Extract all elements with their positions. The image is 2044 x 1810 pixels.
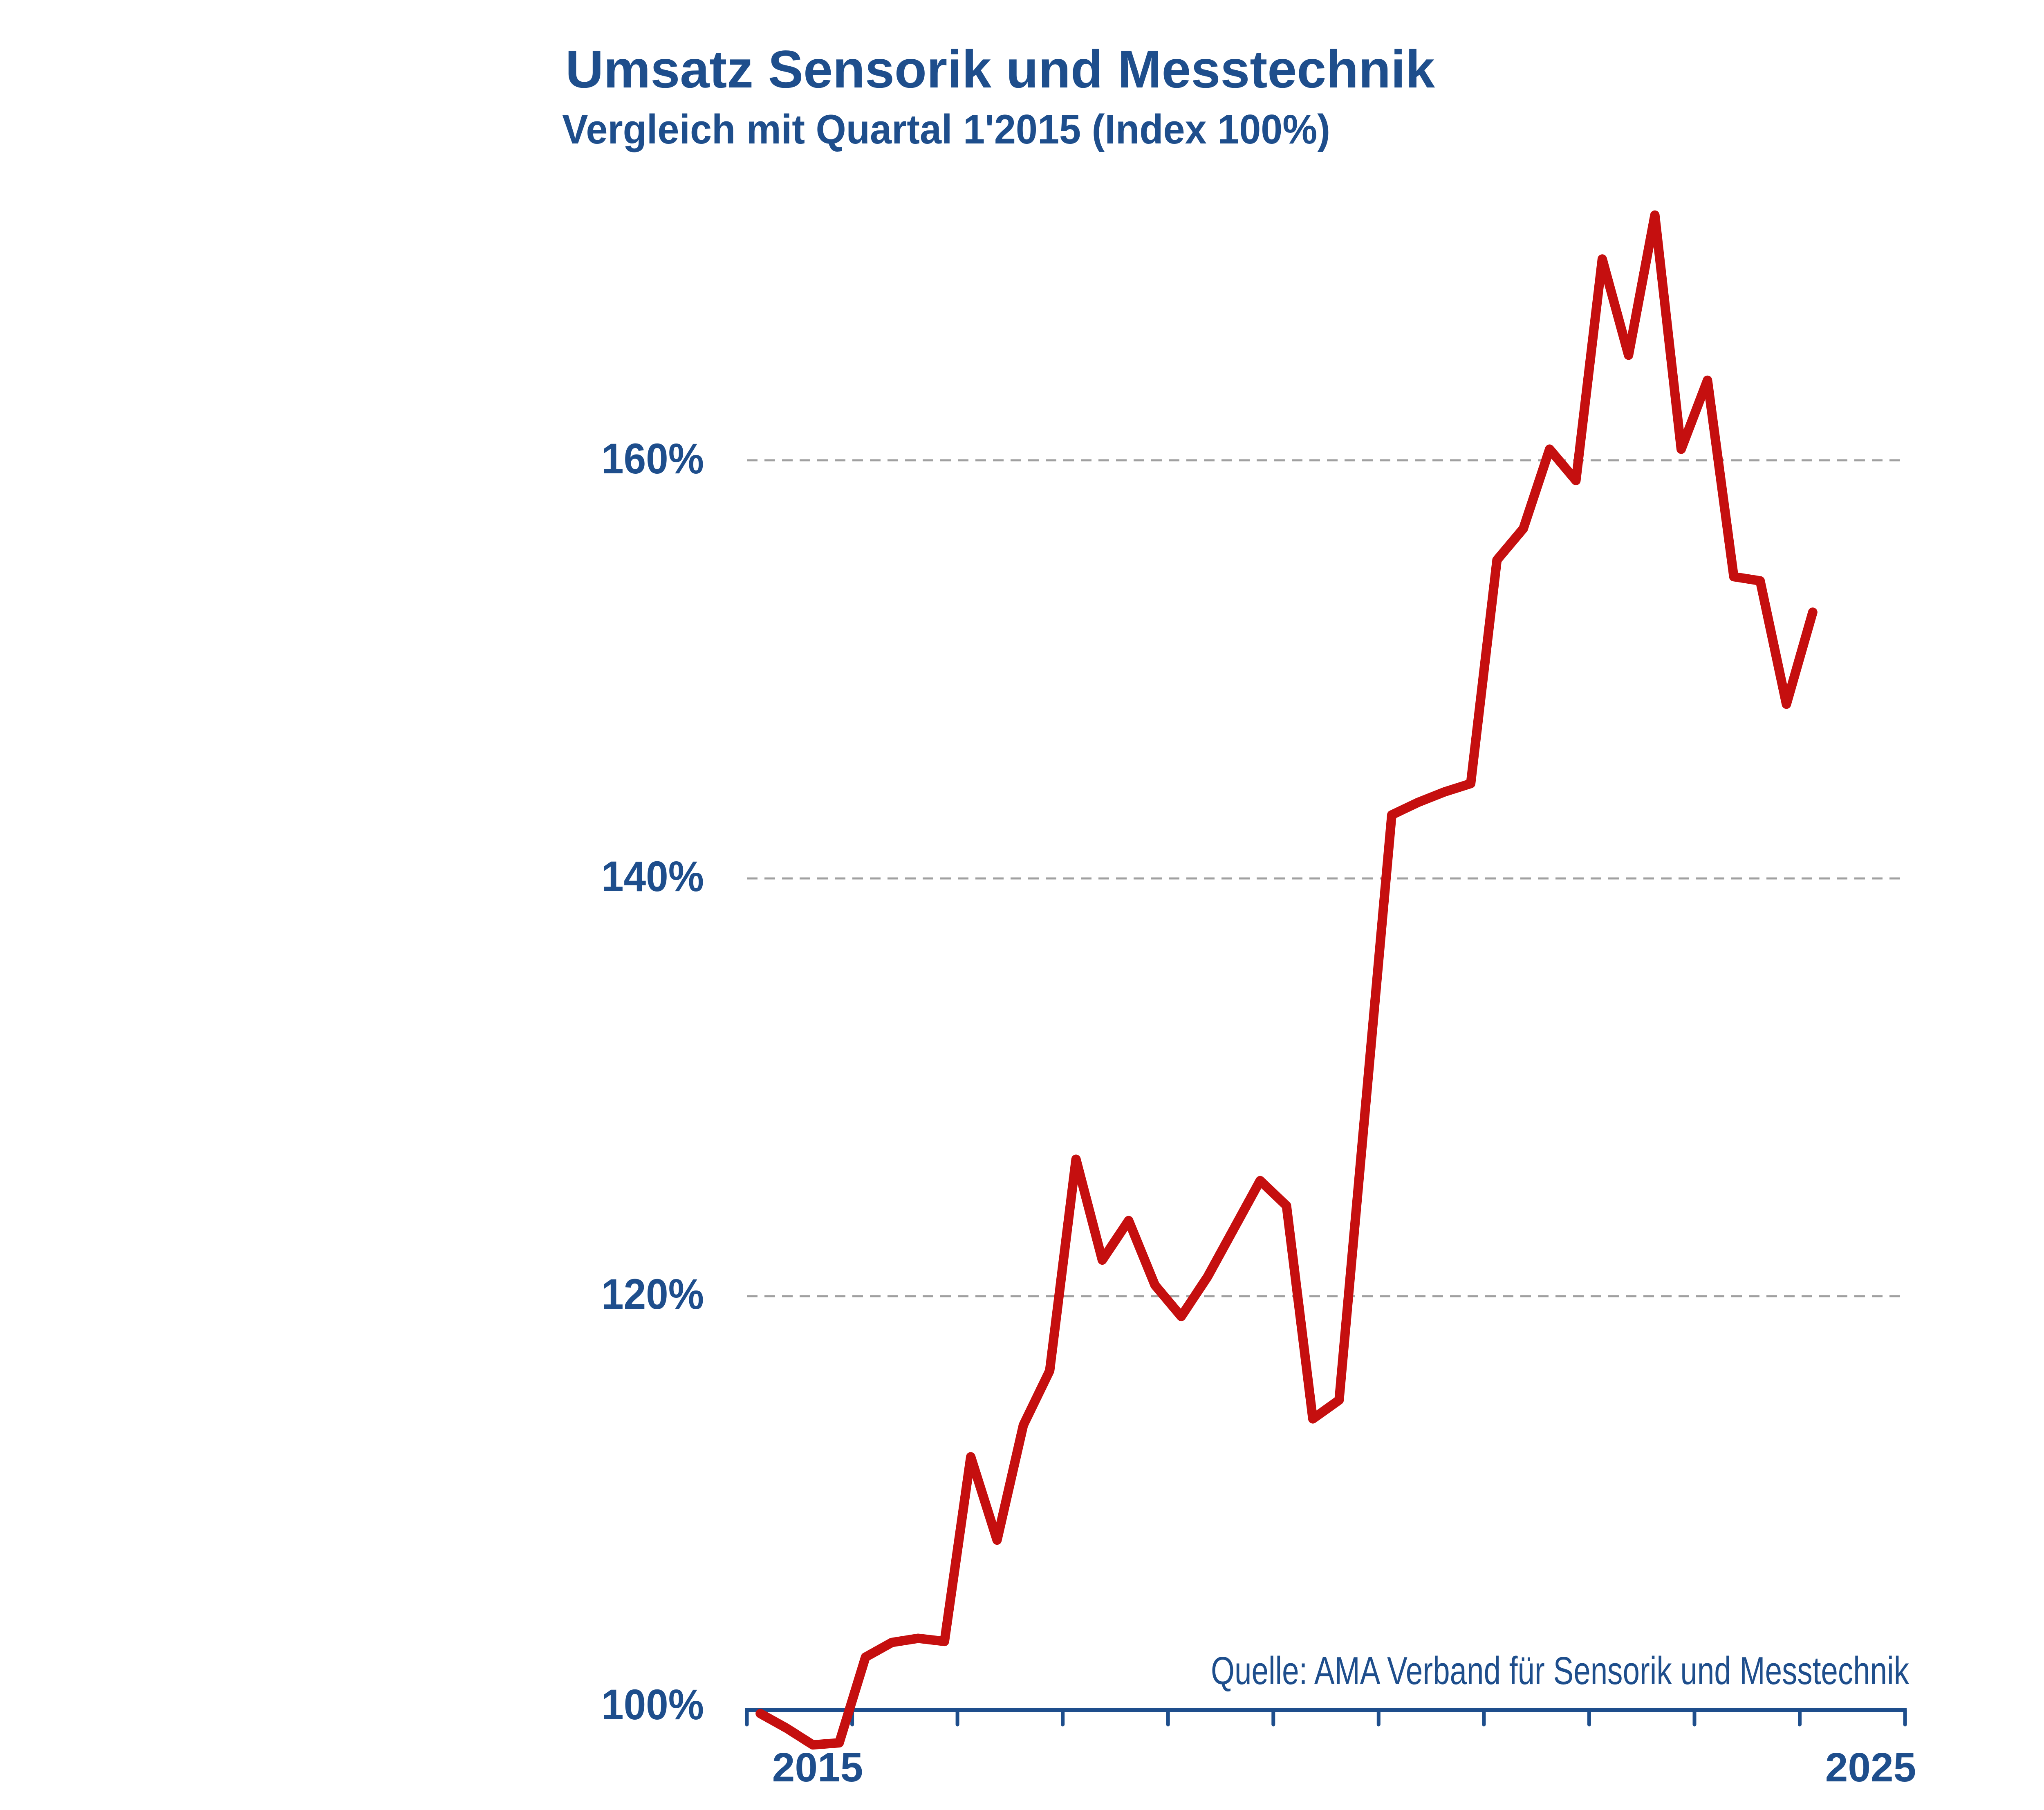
svg-text:140%: 140%	[601, 853, 704, 901]
svg-text:100%: 100%	[601, 1681, 704, 1729]
svg-text:Vergleich mit Quartal 1'2015 (: Vergleich mit Quartal 1'2015 (Index 100%…	[562, 107, 1330, 152]
svg-text:160%: 160%	[601, 435, 704, 483]
svg-text:2015: 2015	[772, 1745, 863, 1790]
svg-text:Quelle: AMA Verband für Sensor: Quelle: AMA Verband für Sensorik und Mes…	[1211, 1649, 1910, 1693]
svg-text:Umsatz Sensorik und Messtechni: Umsatz Sensorik und Messtechnik	[565, 39, 1435, 99]
svg-text:120%: 120%	[601, 1270, 704, 1318]
svg-text:2025: 2025	[1825, 1745, 1916, 1790]
